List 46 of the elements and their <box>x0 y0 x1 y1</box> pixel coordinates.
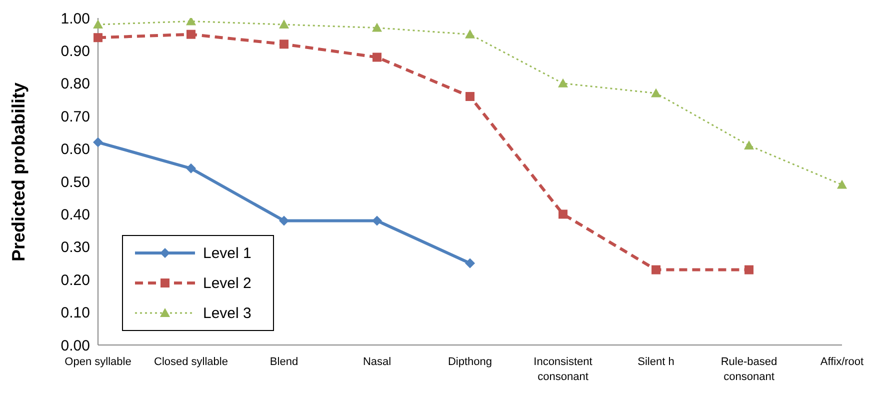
y-tick-label: 0.30 <box>60 239 90 256</box>
point <box>372 52 382 62</box>
x-tick-label: Closed syllable <box>154 356 228 368</box>
x-tick-label: Inconsistent consonant <box>534 356 592 383</box>
point <box>280 40 288 49</box>
y-tick-label: 0.70 <box>60 108 90 126</box>
point <box>466 92 474 101</box>
point <box>279 216 289 226</box>
point <box>186 18 196 26</box>
x-tick-label: Nasal <box>362 356 392 368</box>
y-tick-label: 0.50 <box>60 174 90 191</box>
point <box>465 29 475 38</box>
y-tick-label: 0.40 <box>60 206 90 224</box>
y-tick-label: 0.80 <box>60 76 90 93</box>
y-tick-label: 0.60 <box>60 141 90 158</box>
x-tick-label: Dipthong <box>448 356 492 368</box>
point <box>651 88 661 98</box>
point <box>744 140 754 150</box>
legend-label: Level 3 <box>203 304 252 322</box>
point <box>372 22 382 32</box>
x-tick-label: Open syllable <box>64 356 132 368</box>
point <box>465 258 475 268</box>
y-tick-label: 0.10 <box>60 304 90 322</box>
y-axis-title: Predicted probability <box>8 82 28 262</box>
point <box>93 137 103 148</box>
legend-label: Level 1 <box>203 244 252 262</box>
point <box>558 78 568 88</box>
x-tick-label: Affix/root <box>820 356 864 368</box>
point <box>93 20 103 29</box>
point <box>744 265 754 274</box>
y-tick-label: 0.20 <box>60 272 90 289</box>
point <box>372 216 382 226</box>
x-tick-label: Blend <box>270 356 298 368</box>
y-tick-label: 0.00 <box>60 337 90 354</box>
point <box>186 163 196 174</box>
x-tick-label: Rule-based consonant <box>720 356 778 383</box>
legend-label: Level 2 <box>203 274 252 292</box>
point <box>186 30 196 39</box>
point <box>837 180 847 189</box>
point <box>279 20 289 29</box>
point <box>558 210 568 219</box>
x-tick-label: Silent h <box>638 356 674 368</box>
y-tick-label: 1.00 <box>60 10 90 28</box>
y-tick-label: 0.90 <box>60 43 90 60</box>
point <box>94 33 102 42</box>
point <box>652 265 660 274</box>
